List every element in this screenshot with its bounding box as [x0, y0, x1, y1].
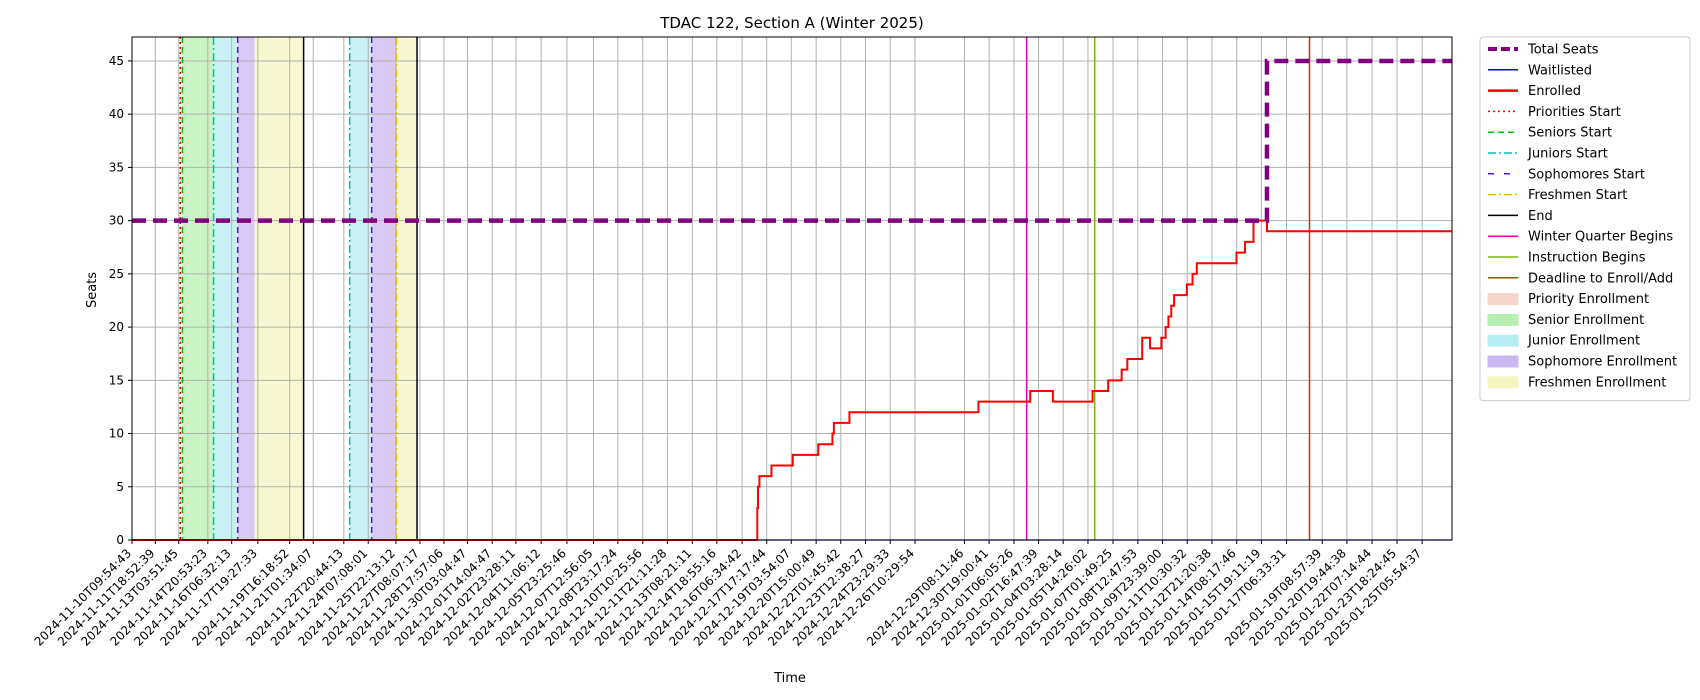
legend-swatch-priority-enrollment: [1487, 293, 1519, 306]
y-tick-label: 40: [109, 107, 124, 121]
chart-title: TDAC 122, Section A (Winter 2025): [659, 14, 923, 32]
legend-swatch-senior-enrollment: [1487, 313, 1519, 326]
y-tick-label: 5: [116, 480, 124, 494]
legend-label-waitlisted: Waitlisted: [1528, 63, 1592, 78]
event-lines: [179, 37, 1311, 540]
legend-label-priority-enrollment: Priority Enrollment: [1528, 292, 1649, 307]
enrollment-periods: [182, 37, 418, 540]
legend-label-end: End: [1528, 209, 1553, 224]
y-axis-ticks: 0 5 10 15 20 25 30 35 40 45: [109, 54, 132, 547]
legend-label-juniors-start: Juniors Start: [1527, 147, 1608, 162]
period-senior-enrollment: [182, 37, 214, 540]
legend-label-deadline-to-enroll-add: Deadline to Enroll/Add: [1528, 271, 1673, 286]
period-junior-enrollment: [349, 37, 372, 540]
legend-label-freshmen-enrollment: Freshmen Enrollment: [1528, 375, 1666, 390]
period-freshmen-enrollment: [396, 37, 418, 540]
legend-label-seniors-start: Seniors Start: [1528, 126, 1612, 141]
y-axis-title: Seats: [85, 272, 100, 308]
plot-frame: [131, 36, 1453, 541]
legend-label-instruction-begins: Instruction Begins: [1528, 251, 1646, 266]
legend-label-total-seats: Total Seats: [1527, 43, 1599, 58]
legend: Total Seats Waitlisted Enrolled Priorities …: [1479, 36, 1691, 402]
period-junior-enrollment: [213, 37, 238, 540]
period-sophomore-enrollment: [237, 37, 255, 540]
legend-label-junior-enrollment: Junior Enrollment: [1527, 334, 1640, 349]
legend-swatch-sophomore-enrollment: [1487, 355, 1519, 368]
legend-label-priorities-start: Priorities Start: [1528, 105, 1621, 120]
legend-label-senior-enrollment: Senior Enrollment: [1528, 313, 1644, 328]
legend-label-sophomores-start: Sophomores Start: [1528, 167, 1645, 182]
legend-box: [1479, 36, 1691, 402]
y-tick-label: 15: [109, 373, 124, 387]
legend-label-freshmen-start: Freshmen Start: [1528, 188, 1627, 203]
legend-label-winter-quarter-begins: Winter Quarter Begins: [1528, 230, 1673, 245]
legend-swatch-junior-enrollment: [1487, 334, 1519, 347]
period-sophomore-enrollment: [371, 37, 397, 540]
x-axis-title: Time: [773, 671, 806, 686]
y-tick-label: 10: [109, 427, 124, 441]
legend-label-enrolled: Enrolled: [1528, 84, 1581, 99]
series-line-total-seats: [132, 58, 1452, 223]
period-freshmen-enrollment: [254, 37, 304, 540]
y-tick-label: 25: [109, 267, 124, 281]
legend-label-sophomore-enrollment: Sophomore Enrollment: [1528, 355, 1677, 370]
y-tick-label: 20: [109, 320, 124, 334]
legend-swatch-freshmen-enrollment: [1487, 376, 1519, 389]
y-tick-label: 0: [116, 533, 124, 547]
y-tick-label: 45: [109, 54, 124, 68]
y-tick-label: 30: [109, 214, 124, 228]
series-line-enrolled: [132, 219, 1452, 541]
y-tick-label: 35: [109, 160, 124, 174]
